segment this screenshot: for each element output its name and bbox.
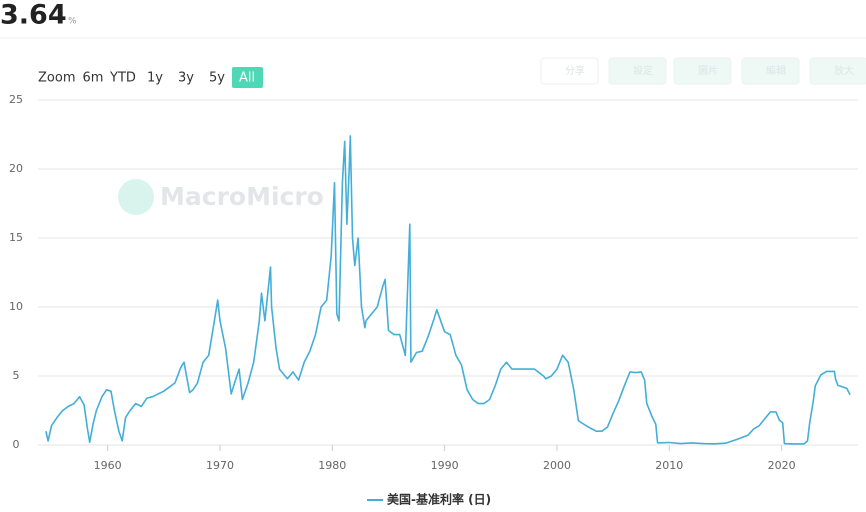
x-tick-label: 1990 xyxy=(431,459,459,472)
legend-label[interactable]: 美国-基准利率 (日) xyxy=(387,492,491,507)
x-tick-label: 2010 xyxy=(655,459,683,472)
range-button[interactable]: All xyxy=(239,71,255,86)
range-button-bg[interactable] xyxy=(232,67,263,88)
x-tick-label: 1970 xyxy=(206,459,234,472)
tool-button[interactable] xyxy=(741,57,800,85)
y-tick-label: 25 xyxy=(9,93,23,106)
tool-button[interactable] xyxy=(608,57,667,85)
watermark: MacroMicro xyxy=(160,182,324,211)
x-tick-label: 2020 xyxy=(768,459,796,472)
tool-button[interactable] xyxy=(673,57,732,85)
y-tick-label: 5 xyxy=(13,369,20,382)
range-button[interactable]: 6m xyxy=(83,71,104,86)
y-tick-label: 15 xyxy=(9,231,23,244)
y-tick-label: 20 xyxy=(9,162,23,175)
x-tick-label: 1960 xyxy=(94,459,122,472)
tool-button-label[interactable]: 分享 xyxy=(565,64,585,77)
tool-button-label[interactable]: 放大 xyxy=(834,64,854,77)
tool-button-label[interactable]: 圖片 xyxy=(698,64,718,77)
watermark-icon xyxy=(118,179,154,215)
tool-button[interactable] xyxy=(809,57,866,85)
range-button[interactable]: 3y xyxy=(178,71,194,86)
tool-button[interactable] xyxy=(540,57,599,85)
y-tick-label: 0 xyxy=(13,438,20,451)
tool-button-label[interactable]: 設定 xyxy=(633,64,653,77)
x-tick-label: 2000 xyxy=(543,459,571,472)
range-button[interactable]: YTD xyxy=(109,71,136,86)
x-tick-label: 1980 xyxy=(318,459,346,472)
current-unit: % xyxy=(68,17,77,27)
range-button[interactable]: 5y xyxy=(209,71,225,86)
range-button[interactable]: 1y xyxy=(147,71,163,86)
series-line xyxy=(45,135,851,445)
y-tick-label: 10 xyxy=(9,300,23,313)
zoom-label: Zoom xyxy=(38,71,75,86)
tool-button-label[interactable]: 編輯 xyxy=(766,64,786,77)
current-value: 3.64 xyxy=(0,0,67,31)
